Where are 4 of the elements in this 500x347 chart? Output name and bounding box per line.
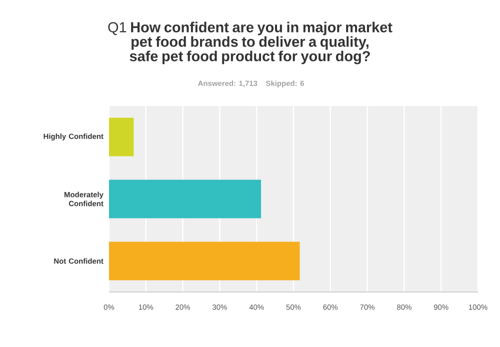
chart-title: Q1 How confident are you in major market pet food brands to deliver a quality, safe pet food product for your dog? xyxy=(108,22,392,64)
bar xyxy=(109,180,262,218)
bar xyxy=(109,242,300,280)
bar xyxy=(109,118,134,156)
